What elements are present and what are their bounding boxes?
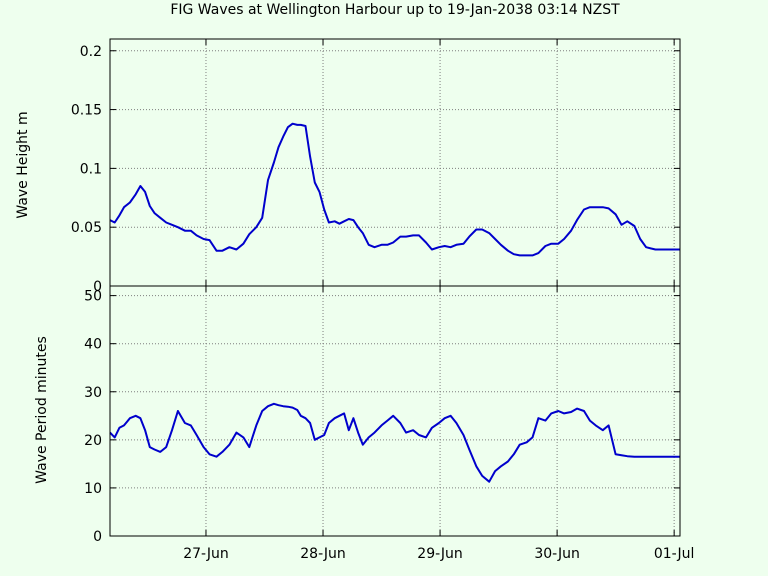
wave-period-panel: 0 10 20 30 40 50 Wave Period minutes [34,285,681,545]
wave-period-plot-frame [109,285,681,537]
height-ytick-label-2: 0.1 [80,161,102,177]
x-tick-label-3: 30-Jun [534,546,580,562]
period-ytick-label-1: 10 [84,481,102,497]
x-tick-label-0: 27-Jun [183,546,229,562]
period-ytick-label-2: 20 [84,433,102,449]
wave-height-panel: 0 0.05 0.1 0.15 0.2 Wave Height m [15,38,681,295]
wave-period-axis-label: Wave Period minutes [34,336,50,484]
period-ytick-label-3: 30 [84,385,102,401]
height-ytick-label-3: 0.15 [71,103,102,119]
x-tick-label-1: 28-Jun [300,546,346,562]
wave-height-plot-frame [109,38,681,287]
wave-period-series-line [109,402,680,483]
height-ytick-label-1: 0.05 [71,220,102,236]
wave-height-axis-label: Wave Height m [15,111,31,218]
period-ytick-label-5: 50 [84,289,102,305]
period-ytick-label-4: 40 [84,337,102,353]
period-ytick-label-0: 0 [93,529,102,545]
x-tick-label-2: 29-Jun [417,546,463,562]
chart-title: FIG Waves at Wellington Harbour up to 19… [170,2,620,18]
height-ytick-label-4: 0.2 [80,44,102,60]
x-tick-label-4: 01-Jul [654,546,695,562]
wave-height-series-line [109,122,680,257]
height-ytick-label-0: 0 [93,279,102,295]
